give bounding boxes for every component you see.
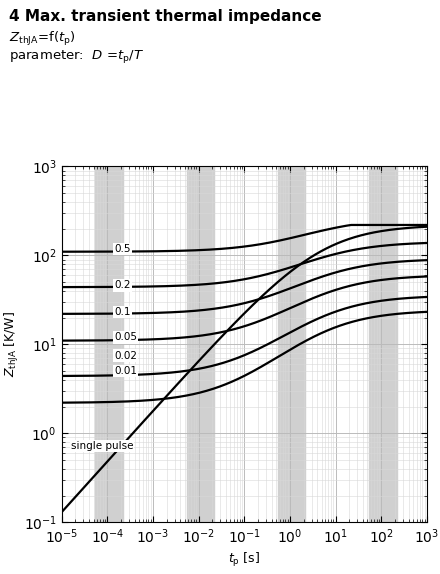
Bar bbox=[95, 166, 123, 522]
Bar bbox=[369, 166, 397, 522]
Bar bbox=[187, 166, 214, 522]
Text: 0.01: 0.01 bbox=[114, 366, 137, 376]
Text: $Z_\mathrm{thJA}$=f($t_\mathrm{p}$): $Z_\mathrm{thJA}$=f($t_\mathrm{p}$) bbox=[9, 30, 76, 48]
Text: 4 Max. transient thermal impedance: 4 Max. transient thermal impedance bbox=[9, 9, 322, 24]
Bar bbox=[278, 166, 305, 522]
Text: 0.05: 0.05 bbox=[114, 332, 137, 342]
X-axis label: $t_\mathrm{p}$ [s]: $t_\mathrm{p}$ [s] bbox=[228, 552, 260, 569]
Text: single pulse: single pulse bbox=[71, 441, 133, 451]
Text: 0.5: 0.5 bbox=[114, 244, 130, 254]
Y-axis label: $Z_\mathrm{thJA}$ [K/W]: $Z_\mathrm{thJA}$ [K/W] bbox=[3, 311, 21, 378]
Text: 0.1: 0.1 bbox=[114, 307, 130, 317]
Text: parameter:  $D$ =$t_\mathrm{p}$/$T$: parameter: $D$ =$t_\mathrm{p}$/$T$ bbox=[9, 48, 144, 65]
Text: 0.2: 0.2 bbox=[114, 281, 130, 290]
Text: 0.02: 0.02 bbox=[114, 351, 137, 360]
